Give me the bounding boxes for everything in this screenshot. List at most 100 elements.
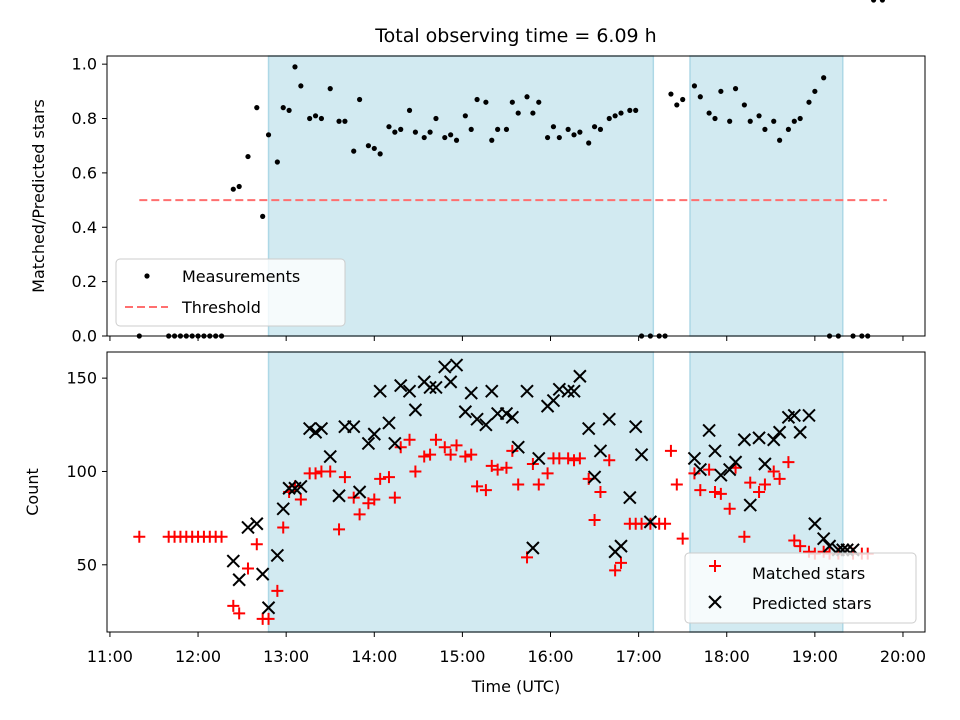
measurement-point [307,115,313,122]
measurement-point [771,118,777,124]
measurement-point [691,83,698,89]
matched-star-point [573,452,586,465]
matched-star-point [708,486,721,498]
measurement-point [697,94,703,100]
matched-star-point [532,478,545,491]
y-tick-label: 100 [66,462,97,481]
matched-star-point [277,521,290,534]
matched-star-point [491,463,504,476]
predicted-star-point [226,554,241,568]
y-tick-label: 150 [66,369,97,388]
matched-star-point [753,486,766,498]
x-tick-label: 19:00 [792,647,838,666]
measurement-point [777,137,783,143]
predicted-star-point [772,425,787,439]
matched-star-point [588,514,601,526]
matched-star-point [512,478,525,491]
matched-star-point [388,491,401,504]
predicted-star-point [526,541,540,555]
measurement-point [468,126,474,132]
measurement-point [633,107,639,113]
matched-star-point [324,465,337,478]
measurement-point [821,75,827,81]
legend-predicted-marker [708,595,722,609]
matched-star-point [594,486,607,498]
top-panel: 0.0 0.2 0.4 0.6 0.8 1.0 Matched/Predicted sta… [29,0,926,346]
matched-star-point [309,467,322,480]
measurement-point [392,129,398,135]
measurement-point [544,134,551,141]
matched-star-point [541,467,554,480]
predicted-star-point [693,462,708,477]
measurement-point [627,107,633,113]
predicted-star-point [573,369,587,383]
matched-star-point [450,439,463,452]
top-legend: Measurements Threshold [115,258,346,327]
predicted-star-point [394,378,408,393]
measurement-point [550,124,557,130]
predicted-star-point [567,384,581,398]
predicted-star-point [443,375,458,389]
matched-star-point [664,444,677,457]
measurement-point [462,113,468,119]
predicted-star-point [232,573,246,587]
measurement-point [230,186,236,192]
matched-star-point [333,523,346,536]
y-tick-label: 0.4 [72,218,97,237]
predicted-star-point [255,567,270,581]
measurement-point [706,110,712,116]
matched-star-point [418,450,431,463]
matched-star-point [568,454,581,467]
y-tick-label: 0.0 [72,327,97,346]
matched-star-point [714,487,727,500]
predicted-star-point [408,403,423,417]
matched-star-point [444,448,457,461]
predicted-star-point [361,436,376,451]
predicted-star-point [722,462,737,477]
measurement-point [286,107,292,113]
predicted-star-point [687,451,702,466]
matched-star-point [603,454,616,467]
matched-star-point [459,450,472,463]
predicted-star-point [352,485,367,499]
predicted-star-point [294,479,308,494]
x-tick-label: 17:00 [616,647,662,666]
measurement-point [762,126,768,132]
matched-star-point [438,441,451,454]
matched-star-point [215,530,228,543]
measurement-point [453,137,460,143]
predicted-star-point [270,548,285,563]
y-tick-label: 50 [77,555,97,574]
measurement-point [565,126,571,132]
predicted-star-point [628,419,643,434]
measurement-point [406,107,413,113]
measurement-point [412,129,419,135]
measurement-point [515,110,521,116]
predicted-star-point [643,515,658,529]
predicted-star-point [423,380,437,395]
matched-star-point [374,472,387,485]
predicted-star-point [241,520,255,535]
legend-measurements-marker [144,273,150,279]
measurement-point [371,145,377,152]
top-y-axis-label: Matched/Predicted stars [29,99,48,293]
measurement-point [327,86,333,92]
measurement-point [597,126,604,132]
measurement-point [503,126,510,132]
measurement-point [586,140,592,146]
measurement-point [254,105,260,111]
matched-star-point [233,607,246,620]
measurement-point [292,64,298,70]
matched-star-point [465,448,478,461]
measurement-point [489,137,495,143]
measurement-point [260,213,266,219]
measurement-point [612,113,618,119]
measurement-point [756,113,762,119]
matched-star-point [241,562,254,575]
legend-matched-label: Matched stars [752,564,865,583]
measurement-point [336,118,342,124]
top-axes-frame [106,55,926,337]
measurement-point [298,83,304,89]
measurement-point [236,183,242,190]
matched-star-point [338,471,351,484]
